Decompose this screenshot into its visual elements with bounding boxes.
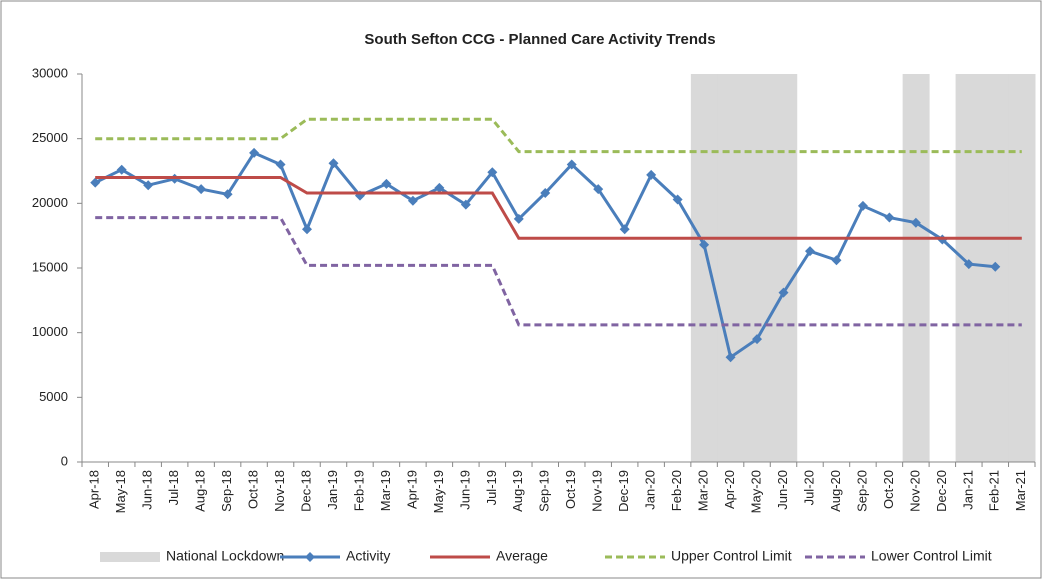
- x-tick-label: Jul-19: [484, 470, 499, 505]
- x-tick-label: Dec-18: [298, 470, 313, 512]
- x-tick-label: Nov-19: [590, 470, 605, 512]
- legend-marker: [305, 552, 315, 562]
- x-tick-label: Nov-18: [272, 470, 287, 512]
- x-tick-label: Jan-20: [643, 470, 658, 510]
- point-marker: [460, 199, 471, 210]
- point-marker: [804, 246, 815, 257]
- x-tick-label: Aug-18: [193, 470, 208, 512]
- point-marker: [725, 352, 736, 363]
- x-tick-label: Feb-21: [987, 470, 1002, 511]
- point-marker: [275, 159, 286, 170]
- y-tick-label: 15000: [32, 259, 68, 274]
- x-tick-label: Nov-20: [907, 470, 922, 512]
- x-tick-label: Jan-19: [325, 470, 340, 510]
- x-tick-label: May-19: [431, 470, 446, 513]
- point-marker: [487, 167, 498, 178]
- point-marker: [143, 180, 154, 191]
- legend-label: Average: [496, 548, 548, 564]
- series-line: [95, 216, 1022, 327]
- x-tick-label: Apr-20: [722, 470, 737, 509]
- point-marker: [302, 224, 313, 235]
- point-marker: [699, 239, 710, 250]
- point-marker: [963, 259, 974, 270]
- point-marker: [540, 187, 551, 198]
- x-tick-label: Mar-20: [696, 470, 711, 511]
- lockdown-band: [717, 74, 745, 462]
- point-marker: [328, 158, 339, 169]
- point-marker: [778, 287, 789, 298]
- x-tick-label: Aug-20: [828, 470, 843, 512]
- legend-label: Lower Control Limit: [871, 548, 992, 564]
- series-line: [95, 117, 1022, 154]
- y-tick-label: 0: [61, 453, 68, 468]
- point-marker: [884, 212, 895, 223]
- y-tick-label: 30000: [32, 65, 68, 80]
- lockdown-band: [1008, 74, 1036, 462]
- point-marker: [910, 217, 921, 228]
- x-tick-label: Sep-20: [854, 470, 869, 512]
- chart-title: South Sefton CCG - Planned Care Activity…: [364, 31, 715, 48]
- x-tick-label: Dec-19: [616, 470, 631, 512]
- x-tick-label: Jul-18: [166, 470, 181, 505]
- series-line: [95, 176, 1022, 240]
- point-marker: [593, 184, 604, 195]
- point-marker: [646, 169, 657, 180]
- x-tick-label: Sep-19: [537, 470, 552, 512]
- x-tick-label: Oct-20: [881, 470, 896, 509]
- x-tick-label: Feb-19: [351, 470, 366, 511]
- x-tick-label: Jun-20: [775, 470, 790, 510]
- lockdown-band: [743, 74, 771, 462]
- point-marker: [116, 164, 127, 175]
- x-tick-label: Aug-19: [510, 470, 525, 512]
- x-tick-label: May-18: [113, 470, 128, 513]
- point-marker: [857, 200, 868, 211]
- point-marker: [222, 189, 233, 200]
- point-marker: [407, 195, 418, 206]
- x-tick-label: Jan-21: [960, 470, 975, 510]
- x-tick-label: May-20: [748, 470, 763, 513]
- x-tick-label: Mar-19: [378, 470, 393, 511]
- x-tick-label: Feb-20: [669, 470, 684, 511]
- legend-label: Upper Control Limit: [671, 548, 792, 564]
- legend-label: Activity: [346, 548, 390, 564]
- legend-swatch: [100, 552, 160, 562]
- point-marker: [831, 255, 842, 266]
- x-tick-label: Apr-18: [87, 470, 102, 509]
- lockdown-band: [902, 74, 930, 462]
- y-tick-label: 10000: [32, 324, 68, 339]
- y-tick-label: 5000: [39, 389, 68, 404]
- x-tick-label: Sep-18: [219, 470, 234, 512]
- point-marker: [196, 184, 207, 195]
- lockdown-band: [690, 74, 718, 462]
- point-marker: [672, 194, 683, 205]
- lockdown-band: [770, 74, 798, 462]
- legend-label: National Lockdown: [166, 548, 284, 564]
- point-marker: [513, 213, 524, 224]
- point-marker: [566, 159, 577, 170]
- y-tick-label: 25000: [32, 130, 68, 145]
- point-marker: [90, 177, 101, 188]
- x-tick-label: Oct-18: [246, 470, 261, 509]
- x-tick-label: Jun-19: [457, 470, 472, 510]
- point-marker: [381, 178, 392, 189]
- y-tick-label: 20000: [32, 195, 68, 210]
- x-tick-label: Oct-19: [563, 470, 578, 509]
- point-marker: [752, 334, 763, 345]
- point-marker: [249, 147, 260, 158]
- point-marker: [434, 182, 445, 193]
- point-marker: [619, 224, 630, 235]
- point-marker: [990, 261, 1001, 272]
- x-tick-label: Dec-20: [934, 470, 949, 512]
- x-tick-label: Mar-21: [1013, 470, 1028, 511]
- x-tick-label: Jul-20: [801, 470, 816, 505]
- x-tick-label: Apr-19: [404, 470, 419, 509]
- x-tick-label: Jun-18: [140, 470, 155, 510]
